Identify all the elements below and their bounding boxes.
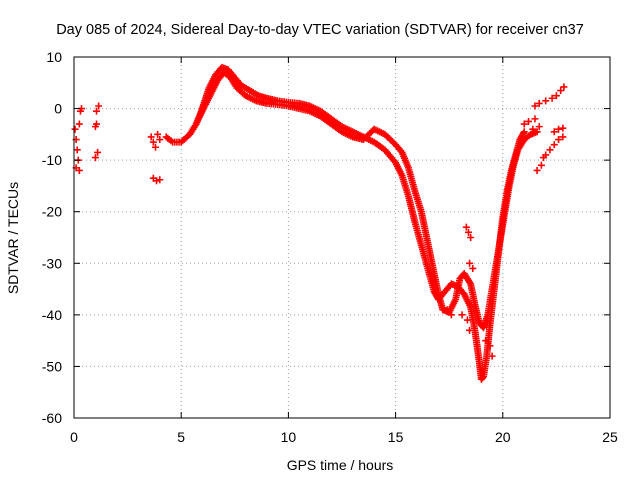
data-point (462, 223, 470, 231)
data-point (93, 107, 101, 115)
data-point (557, 87, 565, 95)
data-point (525, 117, 533, 125)
data-point (535, 99, 543, 107)
data-point (550, 128, 558, 136)
data-point (156, 136, 164, 144)
data-point (560, 83, 568, 91)
data-point (559, 133, 567, 141)
data-point (95, 102, 103, 110)
x-tick-label: 25 (602, 429, 618, 445)
y-tick-label: -30 (42, 255, 62, 271)
y-tick-label: 0 (54, 101, 62, 117)
data-point (537, 161, 545, 169)
data-point (520, 120, 528, 128)
x-axis-label: GPS time / hours (287, 457, 394, 473)
data-point (546, 146, 554, 154)
chart-title: Day 085 of 2024, Sidereal Day-to-day VTE… (56, 22, 584, 38)
data-point (469, 264, 477, 272)
data-point (464, 228, 472, 236)
data-points (71, 63, 568, 383)
data-point (542, 97, 550, 105)
data-point (531, 115, 539, 123)
data-point (531, 102, 539, 110)
x-tick-label: 20 (495, 429, 511, 445)
x-tick-label: 15 (388, 429, 404, 445)
data-point (486, 342, 494, 350)
y-axis-label: SDTVAR / TECUs (5, 182, 21, 294)
data-point (555, 125, 563, 133)
y-tick-label: -60 (42, 410, 62, 426)
plot-frame (73, 56, 611, 419)
y-tick-label: -50 (42, 358, 62, 374)
data-point (488, 352, 496, 360)
axis-ticks: 0 5 10 15 20 25 -60 -50 -40 -30 -20 -10 0 10 (42, 49, 618, 445)
data-point (550, 141, 558, 149)
x-tick-label: 0 (70, 429, 78, 445)
y-tick-label: 10 (46, 49, 62, 65)
y-tick-label: -40 (42, 307, 62, 323)
data-point (467, 234, 475, 241)
y-tick-label: -20 (42, 204, 62, 220)
data-point (533, 166, 541, 174)
data-point (447, 311, 455, 319)
data-point (533, 128, 541, 136)
data-point (466, 259, 474, 267)
grid-lines (74, 57, 610, 418)
data-point (91, 154, 99, 162)
data-point (75, 120, 83, 128)
data-point (93, 120, 101, 128)
data-point (529, 125, 537, 133)
y-tick-label: -10 (42, 152, 62, 168)
data-point (463, 316, 471, 324)
data-point (520, 128, 528, 136)
data-point (153, 177, 161, 185)
data-point (156, 176, 164, 184)
data-point (149, 138, 157, 146)
data-point (478, 374, 486, 382)
data-point (151, 143, 159, 151)
data-point (548, 94, 556, 102)
data-point (94, 148, 102, 156)
data-point (555, 136, 563, 144)
x-tick-label: 5 (177, 429, 185, 445)
x-tick-label: 10 (281, 429, 297, 445)
data-point (458, 311, 466, 319)
data-point (443, 306, 451, 314)
data-point (75, 166, 83, 174)
data-point (552, 92, 560, 100)
data-point (73, 146, 81, 154)
data-point (482, 337, 490, 345)
data-point (559, 124, 567, 132)
data-point (71, 125, 79, 133)
data-point (147, 133, 155, 141)
data-point (542, 151, 550, 159)
data-point (466, 326, 474, 334)
data-point (535, 123, 543, 131)
data-point (154, 130, 162, 138)
